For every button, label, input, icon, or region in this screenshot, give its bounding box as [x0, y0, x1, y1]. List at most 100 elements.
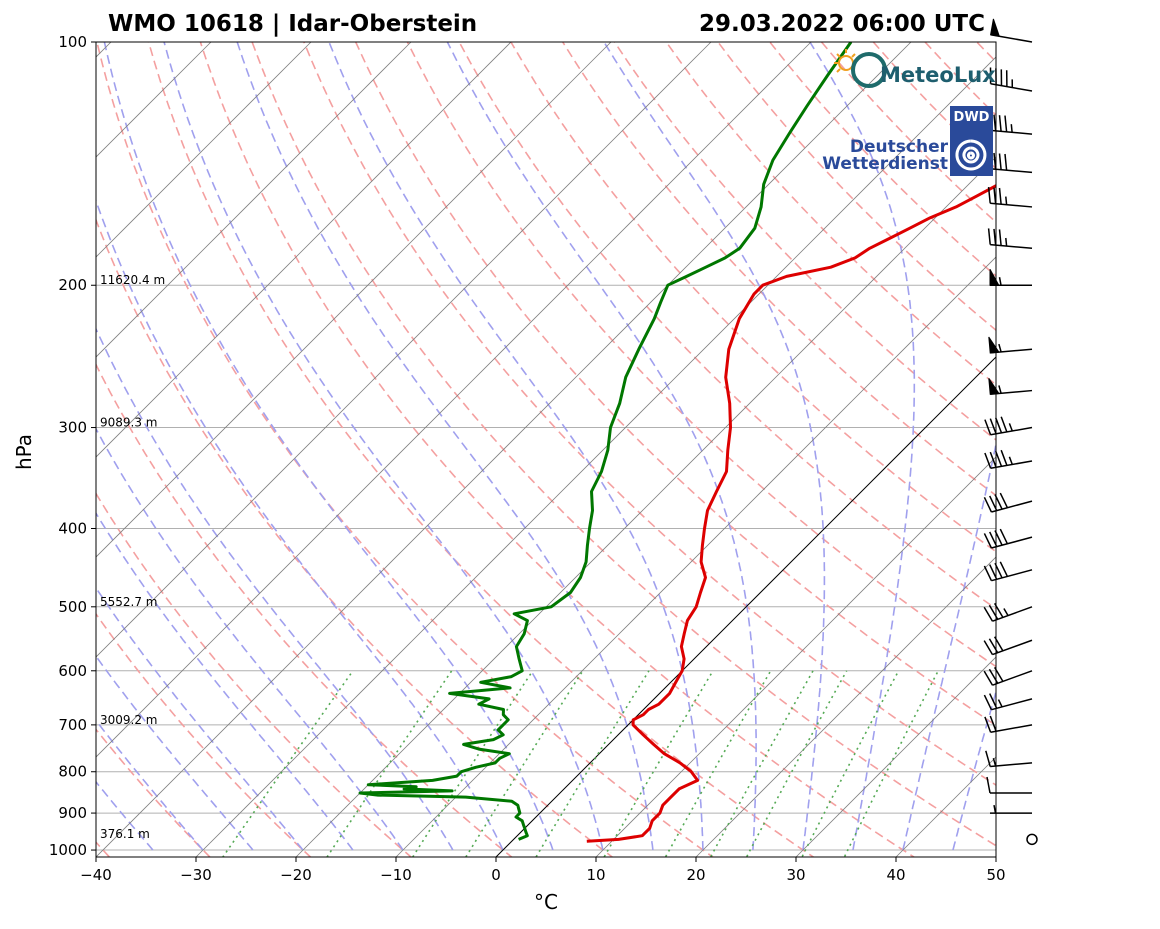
isotherm	[0, 42, 811, 857]
dry-adiabat	[304, 42, 1133, 867]
x-tick-label: 40	[886, 866, 905, 884]
moist-adiabat	[0, 42, 353, 850]
barb-pennant	[989, 337, 999, 353]
calm-circle	[1027, 834, 1037, 844]
isotherm	[0, 42, 311, 857]
barb-flag	[1000, 493, 1007, 508]
barb-half-flag	[994, 805, 996, 813]
barb-flag	[994, 188, 996, 204]
barb-shaft	[991, 725, 1032, 732]
wind-barb	[986, 751, 1032, 767]
wind-barb	[987, 777, 1032, 793]
mixing-ratio-line	[320, 671, 451, 867]
moist-adiabat	[104, 42, 553, 850]
barb-flag	[1001, 450, 1007, 465]
barb-flag	[986, 751, 990, 767]
wind-barb	[1027, 834, 1037, 844]
barb-flag	[1005, 116, 1007, 132]
y-tick-label: 500	[58, 598, 87, 616]
mixing-ratio-line	[797, 671, 899, 867]
barb-pennant	[990, 269, 999, 285]
dwd-line2: Wetterdienst	[822, 154, 948, 174]
wind-barb	[989, 228, 1032, 248]
y-tick-label: 200	[58, 276, 87, 294]
barb-flag	[990, 419, 996, 434]
y-tick-label: 100	[58, 33, 87, 51]
dry-adiabat	[1029, 42, 1160, 867]
x-tick-label: 0	[491, 866, 501, 884]
barb-shaft	[991, 570, 1032, 581]
moist-adiabat	[0, 42, 253, 850]
x-tick-label: −10	[380, 866, 412, 884]
y-tick-label: 400	[58, 519, 87, 537]
meteolux-logo: MeteoLux	[834, 49, 996, 87]
x-axis-label: °C	[534, 890, 558, 914]
dry-adiabat	[407, 42, 1160, 867]
dry-adiabat	[1080, 42, 1160, 867]
x-tick-label: −40	[80, 866, 112, 884]
y-axis-label: hPa	[12, 434, 36, 470]
dwd-abbrev: DWD	[954, 110, 990, 125]
isotherm	[0, 42, 11, 857]
barb-flag	[1005, 154, 1007, 170]
barb-half-flag	[1004, 609, 1008, 616]
dry-adiabat	[977, 42, 1160, 867]
height-label: 11620.4 m	[100, 273, 165, 287]
wind-barb	[991, 68, 1033, 92]
barb-flag	[1000, 562, 1007, 577]
isotherm	[996, 42, 1160, 857]
x-tick-label: 30	[786, 866, 805, 884]
wind-barb	[991, 19, 1032, 42]
barb-half-flag	[1009, 423, 1012, 431]
height-label: 3009.2 m	[100, 713, 158, 727]
wind-barb	[984, 493, 1032, 512]
barb-flag	[984, 497, 991, 512]
barb-flag	[984, 695, 991, 710]
barb-flag	[984, 566, 991, 581]
dry-adiabat	[1132, 42, 1160, 867]
barb-half-flag	[999, 385, 1001, 393]
barb-shaft	[991, 84, 1032, 91]
height-label: 5552.7 m	[100, 595, 158, 609]
x-tick-label: 10	[586, 866, 605, 884]
barb-flag	[989, 228, 991, 244]
dwd-logo: DWD Deutscher Wetterdienst	[822, 106, 993, 176]
wind-barb	[985, 417, 1032, 435]
x-tick-label: 50	[986, 866, 1005, 884]
wind-barb	[984, 637, 1032, 655]
barb-half-flag	[999, 344, 1001, 352]
barb-flag	[985, 453, 991, 468]
title-right: 29.03.2022 06:00 UTC	[699, 11, 985, 37]
barb-flag	[996, 451, 1002, 466]
y-tick-label: 300	[58, 419, 87, 437]
x-tick-label: 20	[686, 866, 705, 884]
barb-flag	[1000, 188, 1002, 204]
dry-adiabat	[0, 42, 321, 867]
moist-adiabat	[164, 42, 603, 850]
barb-half-flag	[1011, 124, 1012, 132]
title-left: WMO 10618 | Idar-Oberstein	[108, 11, 477, 37]
barb-half-flag	[1006, 238, 1007, 246]
dry-adiabat	[0, 42, 524, 867]
wind-barb	[989, 114, 1032, 134]
wind-barb	[989, 153, 1032, 173]
barb-flag	[990, 716, 996, 731]
wind-barb	[989, 337, 1032, 353]
barb-pennant	[991, 19, 1000, 36]
moist-adiabat	[447, 42, 756, 850]
height-label: 376.1 m	[100, 827, 150, 841]
mixing-ratio-line	[705, 671, 813, 867]
moist-adiabat	[54, 42, 503, 850]
barb-shaft	[991, 537, 1032, 548]
y-tick-label: 800	[58, 763, 87, 781]
wind-barb	[984, 529, 1032, 548]
dry-adiabat	[45, 42, 626, 867]
barb-half-flag	[993, 758, 995, 766]
x-tick-label: −20	[280, 866, 312, 884]
barb-shaft	[991, 501, 1032, 512]
barb-flag	[1001, 417, 1007, 432]
y-tick-label: 900	[58, 804, 87, 822]
barb-flag	[1000, 154, 1002, 170]
